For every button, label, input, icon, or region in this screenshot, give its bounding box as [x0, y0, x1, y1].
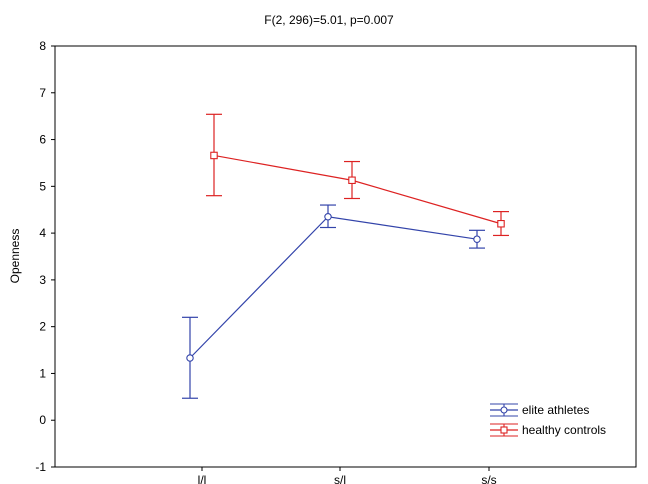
data-point [473, 235, 481, 243]
x-axis: l/l s/l s/s [198, 467, 497, 484]
legend-marker [500, 406, 508, 414]
legend-label: healthy controls [522, 423, 606, 437]
x-tick-label: s/s [481, 473, 496, 484]
y-tick-label: -1 [35, 460, 46, 474]
data-point [186, 354, 194, 362]
series-layer [182, 113, 509, 399]
x-tick-label: l/l [198, 473, 207, 484]
y-tick-label: 5 [39, 179, 46, 193]
y-tick-label: 6 [39, 133, 46, 147]
data-point [497, 220, 505, 228]
series-line [213, 154, 502, 225]
y-axis: -1 0 1 2 3 4 5 6 7 8 [35, 39, 55, 474]
y-tick-label: 2 [39, 320, 46, 334]
y-tick-label: 0 [39, 413, 46, 427]
plot-frame [54, 45, 637, 468]
legend-label: elite athletes [522, 403, 589, 417]
plot-border [54, 45, 637, 468]
y-tick-label: 3 [39, 273, 46, 287]
y-tick-label: 1 [39, 366, 46, 380]
x-tick-label: s/l [334, 473, 346, 484]
legend-marker [500, 426, 508, 434]
chart-title: F(2, 296)=5.01, p=0.007 [264, 13, 394, 27]
series-1 [206, 113, 509, 237]
data-point [324, 212, 332, 221]
data-point [348, 176, 356, 185]
y-tick-label: 8 [39, 39, 46, 53]
y-axis-label: Openness [8, 229, 22, 284]
y-tick-label: 4 [39, 226, 46, 240]
legend: elite athletes healthy controls [490, 403, 606, 437]
series-line [189, 216, 478, 359]
data-point [210, 151, 218, 160]
series-0 [182, 204, 485, 399]
y-tick-label: 7 [39, 86, 46, 100]
